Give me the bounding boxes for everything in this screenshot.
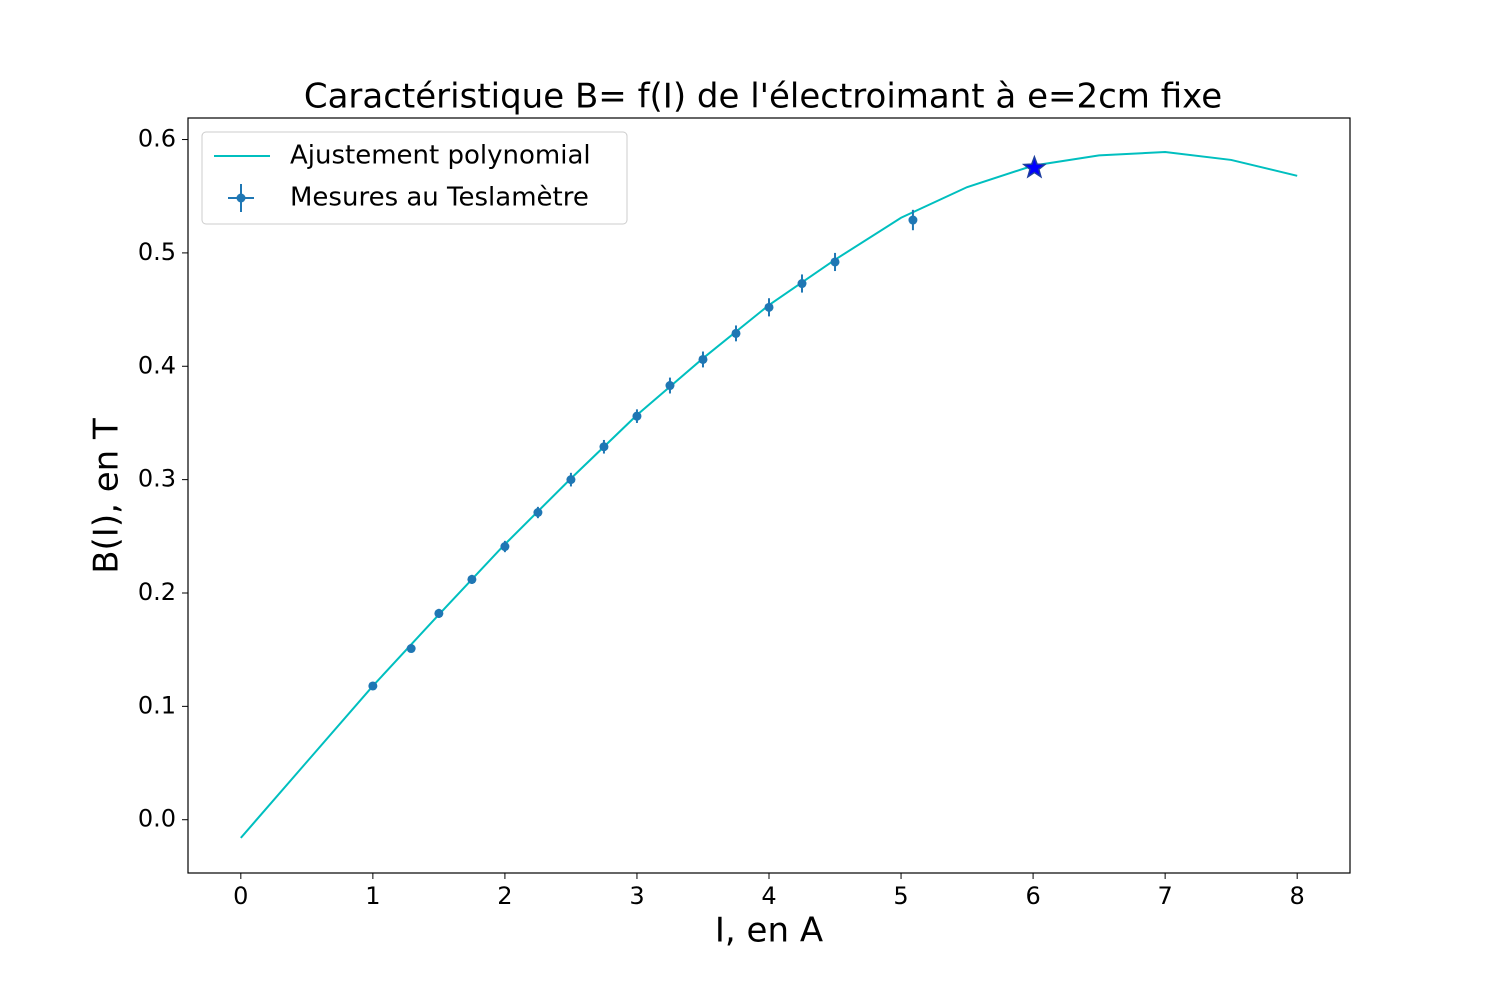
y-tick-label: 0.0: [138, 805, 176, 833]
y-tick-label: 0.3: [138, 465, 176, 493]
x-tick-label: 7: [1157, 882, 1172, 910]
data-point: [406, 644, 416, 654]
data-point: [434, 608, 444, 618]
x-tick-label: 1: [365, 882, 380, 910]
y-tick-label: 0.6: [138, 125, 176, 153]
data-point: [632, 411, 642, 421]
chart-title: Caractéristique B= f(I) de l'électroiman…: [304, 77, 1222, 117]
x-tick-label: 3: [629, 882, 644, 910]
legend: Ajustement polynomial Mesures au Teslamèt…: [201, 131, 628, 225]
data-point: [731, 328, 741, 338]
x-tick-label: 6: [1025, 882, 1040, 910]
data-point: [797, 279, 807, 289]
y-axis-label: B(I), en T: [87, 418, 127, 574]
data-point: [533, 508, 543, 518]
x-tick-label: 8: [1290, 882, 1305, 910]
x-tick-label: 4: [761, 882, 776, 910]
data-point: [665, 381, 675, 391]
x-axis-label: I, en A: [715, 911, 823, 951]
data-point: [599, 442, 609, 452]
x-tick-label: 5: [893, 882, 908, 910]
data-point: [500, 542, 510, 552]
y-tick-label: 0.1: [138, 691, 176, 719]
y-tick-label: 0.4: [138, 351, 176, 379]
data-point: [908, 215, 918, 225]
data-point: [830, 257, 840, 267]
data-point: [467, 574, 477, 584]
x-tick-label: 0: [233, 882, 248, 910]
legend-label: Ajustement polynomial: [290, 141, 591, 171]
x-tick-label: 2: [497, 882, 512, 910]
legend-label: Mesures au Teslamètre: [290, 183, 589, 213]
star-marker: [1021, 154, 1047, 179]
legend-marker: [236, 193, 246, 203]
plot-area: [240, 151, 1298, 839]
data-point: [764, 302, 774, 312]
data-point: [566, 475, 576, 485]
y-tick-label: 0.2: [138, 578, 176, 606]
data-point: [698, 354, 708, 364]
data-point: [368, 681, 378, 691]
y-tick-label: 0.5: [138, 238, 176, 266]
legend-box: [201, 131, 628, 225]
